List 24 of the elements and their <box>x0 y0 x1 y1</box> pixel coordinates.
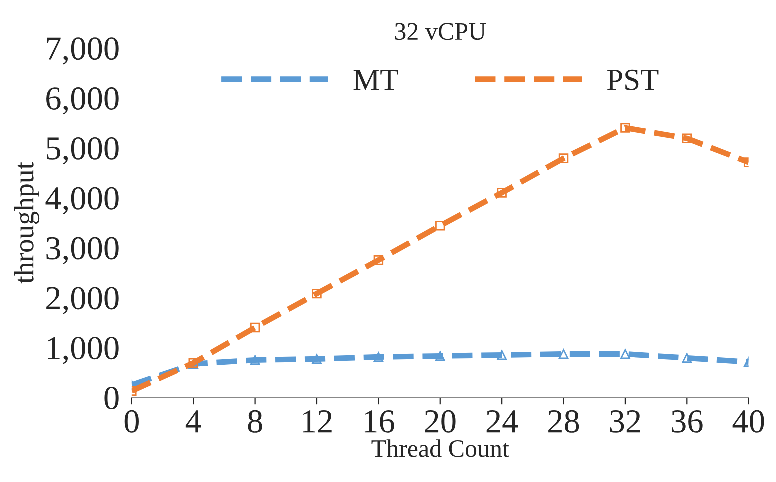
y-tick-label: 2,000 <box>46 287 119 314</box>
y-tick-label: 7,000 <box>47 38 119 65</box>
x-axis-title: Thread Count <box>372 440 510 458</box>
x-tick-label: 20 <box>425 410 456 433</box>
y-tick-label: 3,000 <box>46 237 119 265</box>
y-tick-label: 5,000 <box>47 137 119 165</box>
chart-title: 32 vCPU <box>395 23 486 40</box>
y-tick-label: 0 <box>104 387 119 410</box>
x-tick-label: 16 <box>364 410 394 433</box>
legend-label: MT <box>354 70 398 90</box>
y-tick-label: 6,000 <box>46 88 119 115</box>
x-tick-label: 8 <box>248 410 262 433</box>
x-tick-label: 24 <box>486 410 518 433</box>
legend-label: PST <box>607 70 659 90</box>
x-tick-label: 36 <box>672 410 703 433</box>
x-tick-label: 28 <box>548 410 580 433</box>
x-tick-label: 40 <box>732 410 764 433</box>
x-tick-label: 12 <box>303 410 332 433</box>
x-tick-label: 4 <box>186 410 202 433</box>
y-tick-label: 4,000 <box>46 187 119 215</box>
x-tick-label: 32 <box>610 410 640 433</box>
y-axis-title: throughput <box>14 162 40 284</box>
y-tick-label: 1,000 <box>48 337 119 364</box>
x-tick-label: 0 <box>124 410 139 433</box>
